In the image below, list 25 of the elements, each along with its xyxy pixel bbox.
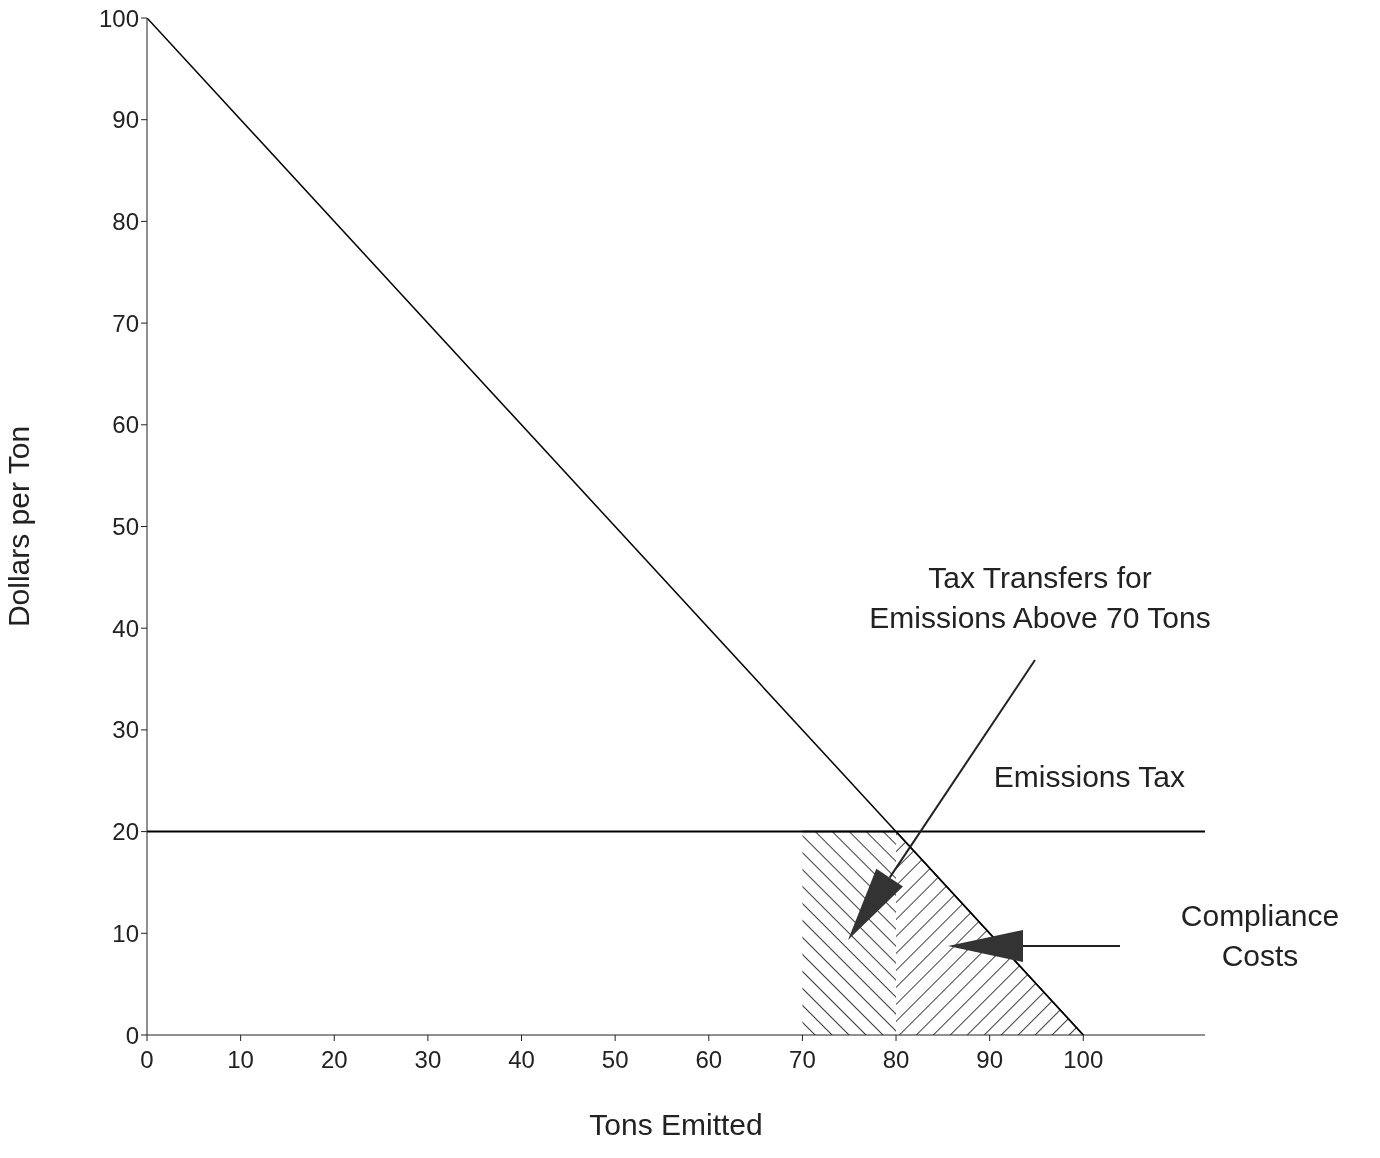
y-tick-label: 0 bbox=[125, 1021, 139, 1049]
y-tick-label: 90 bbox=[112, 106, 139, 134]
annotation: Tax Transfers for Emissions Above 70 Tons bbox=[869, 561, 1211, 634]
y-tick-label: 30 bbox=[112, 716, 139, 744]
x-tick-label: 100 bbox=[1063, 1046, 1104, 1074]
x-tick-label: 20 bbox=[320, 1046, 348, 1074]
y-tick-label: 40 bbox=[112, 614, 139, 642]
y-tick-label: 80 bbox=[112, 207, 139, 235]
y-tick-label: 50 bbox=[112, 513, 139, 541]
y-tick-label: 70 bbox=[112, 309, 139, 337]
x-tick-label: 90 bbox=[976, 1046, 1004, 1074]
y-tick-label: 100 bbox=[98, 4, 139, 32]
annotation: Compliance Costs bbox=[1180, 899, 1340, 972]
y-tick-label: 60 bbox=[112, 411, 139, 439]
y-tick-label: 20 bbox=[112, 818, 139, 846]
x-tick-label: 40 bbox=[508, 1046, 535, 1074]
ref-line-label: Emissions Tax bbox=[993, 759, 1185, 793]
x-tick-label: 30 bbox=[414, 1046, 442, 1074]
x-tick-label: 50 bbox=[601, 1046, 629, 1074]
x-tick-label: 80 bbox=[882, 1046, 910, 1074]
x-tick-label: 70 bbox=[789, 1046, 816, 1074]
x-axis-title: Tons Emitted bbox=[589, 1108, 763, 1141]
x-tick-label: 60 bbox=[695, 1046, 723, 1074]
y-tick-label: 10 bbox=[112, 919, 139, 947]
x-tick-label: 10 bbox=[227, 1046, 254, 1074]
